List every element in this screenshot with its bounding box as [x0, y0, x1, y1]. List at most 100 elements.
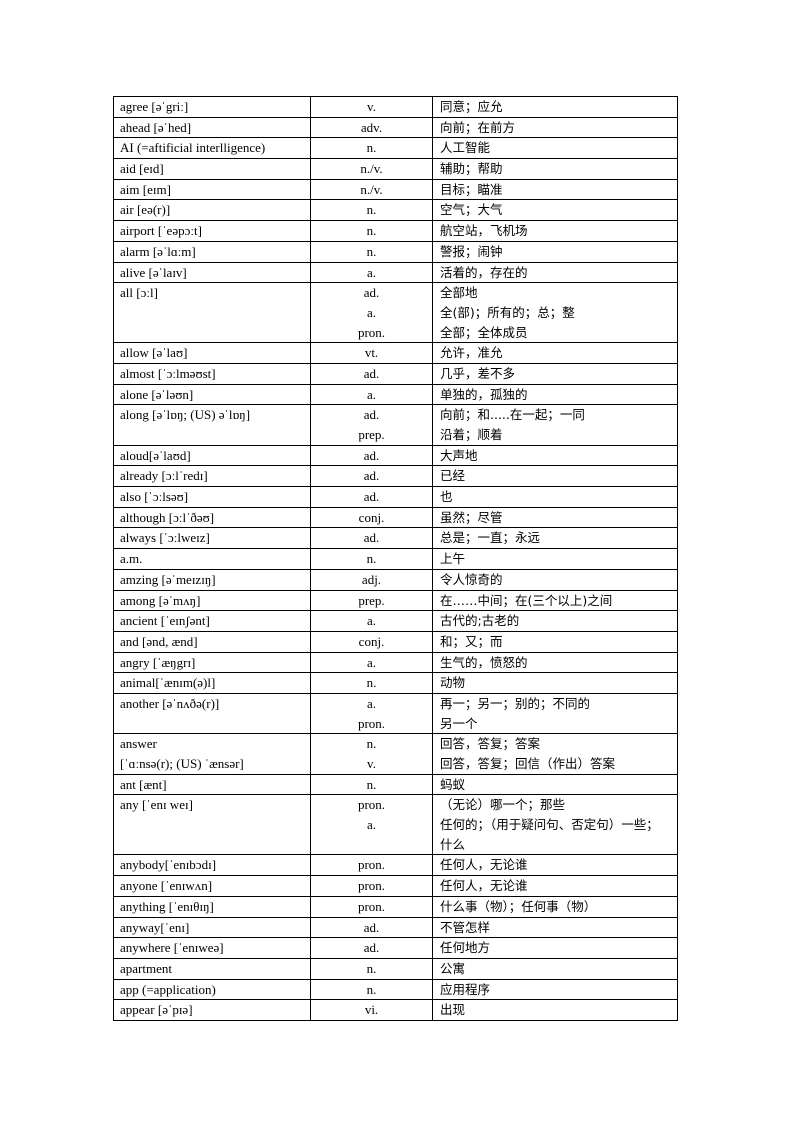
word-cell: answer [ˈɑːnsə(r); (US) ˈænsər]	[113, 733, 311, 775]
meaning-cell: 古代的;古老的	[432, 610, 678, 632]
meaning-text: 动物	[440, 675, 466, 691]
meaning-text: 活着的，存在的	[440, 264, 528, 280]
table-row: air [eə(r)] n. 空气；大气	[113, 199, 678, 222]
meaning-text: 大声地	[440, 447, 478, 463]
part-of-speech-text: ad.	[363, 489, 380, 505]
meaning-cell: 令人惊奇的	[432, 568, 678, 591]
part-of-speech-cell: n.	[310, 548, 433, 570]
table-row: all [ɔːl] ad. a. pron. 全部地 全(部)；所有的；总；整 全部；全体成…	[113, 282, 678, 344]
part-of-speech-text: n.	[366, 243, 377, 259]
part-of-speech-text: n.	[366, 223, 377, 239]
part-of-speech-cell: a.	[310, 261, 433, 284]
table-row: although [ɔːlˈðəʊ] conj. 虽然；尽管	[113, 506, 678, 529]
part-of-speech-cell: conj.	[310, 630, 433, 653]
meaning-cell: 航空站，飞机场	[432, 220, 678, 242]
word-cell: appear [əˈpɪə]	[113, 999, 311, 1021]
table-row: already [ɔːlˈredɪ] ad. 已经	[113, 465, 678, 488]
word-text: air [eə(r)]	[120, 202, 171, 218]
word-cell: along [əˈlɒŋ; (US) əˈlɒŋ]	[113, 404, 311, 446]
word-text: [ˈɑːnsə(r); (US) ˈænsər]	[120, 756, 244, 771]
part-of-speech-text: ad.	[363, 919, 380, 935]
table-row: AI (=aftificial interlligence) n. 人工智能	[113, 137, 678, 160]
part-of-speech-cell: ad.	[310, 444, 433, 467]
word-text: all [ɔːl]	[120, 285, 158, 301]
word-text: alone [əˈləʊn]	[120, 386, 194, 402]
part-of-speech-cell: pron.	[310, 854, 433, 877]
word-text: anyone [ˈenɪwʌn]	[120, 878, 213, 894]
meaning-cell: 活着的，存在的	[432, 261, 678, 284]
word-text: aloud[əˈlaʊd]	[120, 447, 191, 463]
part-of-speech-text: pron.	[357, 797, 386, 813]
part-of-speech-cell: n.	[310, 220, 433, 242]
meaning-cell: 大声地	[432, 444, 678, 467]
word-cell: agree [əˈgriː]	[113, 96, 311, 118]
part-of-speech-text: ad.	[363, 940, 380, 956]
part-of-speech-cell: n. v.	[310, 733, 433, 775]
part-of-speech-cell: n.	[310, 672, 433, 694]
meaning-cell: 虽然；尽管	[432, 506, 678, 529]
part-of-speech-text: pron.	[357, 715, 386, 731]
word-cell: anyone [ˈenɪwʌn]	[113, 875, 311, 897]
meaning-cell: 蚂蚁	[432, 773, 678, 796]
table-row: aid [eɪd] n./v. 辅助；帮助	[113, 158, 678, 180]
meaning-cell: 目标；瞄准	[432, 178, 678, 201]
meaning-text: 和；又；而	[440, 633, 503, 649]
word-cell: a.m.	[113, 548, 311, 570]
word-text: agree [əˈgriː]	[120, 99, 189, 114]
vocabulary-table-body: agree [əˈgriː] v. 同意；应允 ahead [əˈhed] adv. 向前…	[113, 96, 678, 1021]
table-row: anything [ˈenɪθɪŋ] pron. 什么事（物）；任何事（物）	[113, 895, 678, 918]
word-cell: ancient [ˈeɪnʃənt]	[113, 610, 311, 632]
word-cell: always [ˈɔːlweɪz]	[113, 527, 311, 550]
word-text: aim [eɪm]	[120, 181, 171, 197]
meaning-cell: 回答，答复；答案回答，答复；回信（作出）答案	[432, 733, 678, 775]
word-text: ancient [ˈeɪnʃənt]	[120, 613, 210, 629]
word-text: although [ɔːlˈðəʊ]	[120, 509, 215, 525]
meaning-text: 什么	[440, 836, 466, 852]
meaning-text: 蚂蚁	[440, 776, 466, 792]
part-of-speech-cell: pron.	[310, 895, 433, 918]
part-of-speech-cell: a.	[310, 651, 433, 674]
table-row: alone [əˈləʊn] a. 单独的，孤独的	[113, 383, 678, 406]
part-of-speech-cell: n./v.	[310, 178, 433, 201]
meaning-text: 任何的；（用于疑问句、否定句）一些；	[440, 817, 659, 833]
meaning-text: 回答，答复；答案	[440, 736, 541, 752]
table-row: and [ənd, ænd] conj. 和；又；而	[113, 630, 678, 653]
part-of-speech-cell: n.	[310, 137, 433, 160]
part-of-speech-text: n.	[366, 776, 377, 792]
part-of-speech-text: prep.	[358, 592, 385, 608]
part-of-speech-cell: prep.	[310, 589, 433, 612]
word-text: alarm [əˈlɑːm]	[120, 243, 196, 259]
part-of-speech-cell: ad.	[310, 362, 433, 385]
meaning-cell: 应用程序	[432, 978, 678, 1001]
part-of-speech-text: conj.	[358, 509, 385, 525]
word-text: anyway[ˈenɪ]	[120, 919, 190, 935]
meaning-text: 什么事（物）；任何事（物）	[440, 898, 597, 914]
meaning-cell: 再一；另一；别的；不同的 另一个	[432, 692, 678, 735]
word-text: among [əˈmʌŋ]	[120, 592, 201, 608]
part-of-speech-text: a.	[366, 304, 377, 320]
meaning-text: 回答，答复；回信（作出）答案	[440, 756, 616, 771]
table-row: agree [əˈgriː] v. 同意；应允	[113, 96, 678, 118]
table-row: anybody[ˈenɪbɔdɪ] pron. 任何人，无论谁	[113, 854, 678, 877]
part-of-speech-text: n.	[366, 675, 377, 691]
word-text: any [ˈenɪ weɪ]	[120, 797, 193, 813]
part-of-speech-text: a.	[366, 817, 377, 833]
meaning-text: 警报；闹钟	[440, 243, 503, 259]
part-of-speech-cell: ad.	[310, 465, 433, 488]
meaning-text: 出现	[440, 1002, 466, 1018]
table-row: answer [ˈɑːnsə(r); (US) ˈænsər] n. v. 回答，答复；…	[113, 733, 678, 775]
meaning-cell: 什么事（物）；任何事（物）	[432, 895, 678, 918]
meaning-cell: 允许，准允	[432, 342, 678, 364]
meaning-text: 辅助；帮助	[440, 161, 503, 177]
meaning-text: 人工智能	[440, 140, 491, 156]
word-text: and [ənd, ænd]	[120, 633, 198, 649]
word-cell: aim [eɪm]	[113, 178, 311, 201]
table-row: ahead [əˈhed] adv. 向前；在前方	[113, 116, 678, 139]
word-cell: already [ɔːlˈredɪ]	[113, 465, 311, 488]
part-of-speech-text: a.	[366, 613, 377, 629]
table-row: anyone [ˈenɪwʌn] pron. 任何人，无论谁	[113, 875, 678, 897]
word-cell: all [ɔːl]	[113, 282, 311, 344]
word-cell: alarm [əˈlɑːm]	[113, 240, 311, 263]
part-of-speech-text: ad.	[363, 468, 380, 484]
word-text: answer	[120, 736, 157, 752]
